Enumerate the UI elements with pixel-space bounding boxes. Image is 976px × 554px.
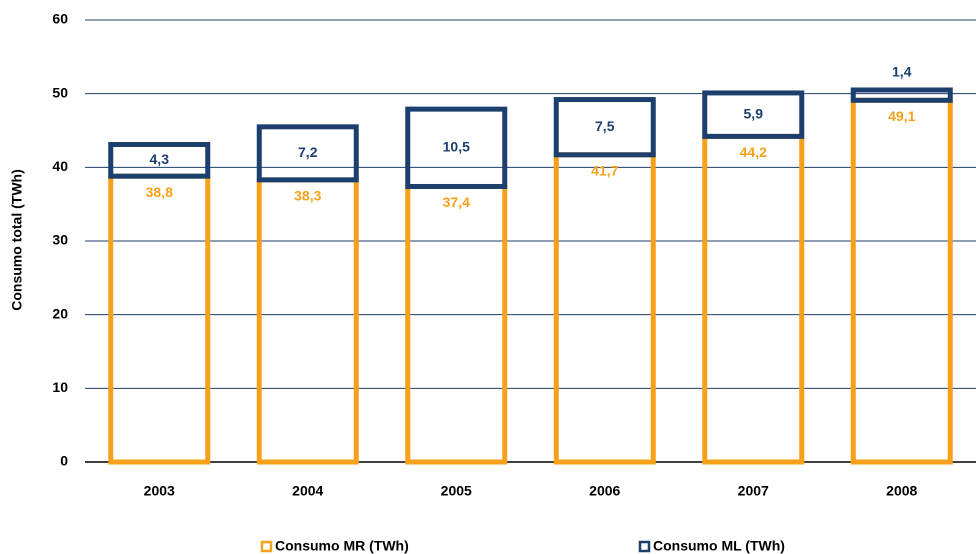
x-tick-label: 2007 xyxy=(738,483,769,499)
bar-segment xyxy=(256,177,359,465)
bar-segment xyxy=(850,87,953,103)
value-label: 38,3 xyxy=(294,188,321,204)
value-label: 10,5 xyxy=(443,139,470,155)
x-tick-label: 2003 xyxy=(144,483,175,499)
value-label: 7,2 xyxy=(298,144,318,160)
value-label: 38,8 xyxy=(146,184,173,200)
bar-segment xyxy=(256,124,359,183)
bar-segment xyxy=(405,106,508,189)
y-tick-label: 60 xyxy=(52,11,68,27)
bar-segment xyxy=(108,141,211,179)
value-label: 5,9 xyxy=(744,105,764,121)
y-axis-title: Consumo total (TWh) xyxy=(9,169,25,311)
value-label: 7,5 xyxy=(595,118,615,134)
y-tick-label: 0 xyxy=(60,453,68,469)
y-tick-label: 40 xyxy=(52,158,68,174)
y-tick-label: 50 xyxy=(52,84,68,100)
value-label: 49,1 xyxy=(888,108,915,124)
bar-segment xyxy=(553,152,656,465)
value-label: 37,4 xyxy=(443,194,470,210)
bar-segment xyxy=(405,183,508,465)
x-tick-label: 2008 xyxy=(886,483,917,499)
value-label: 1,4 xyxy=(892,64,912,80)
value-label: 41,7 xyxy=(591,163,618,179)
y-tick-label: 10 xyxy=(52,379,68,395)
y-tick-label: 30 xyxy=(52,232,68,248)
bar-segment xyxy=(850,97,953,465)
value-label: 4,3 xyxy=(150,151,170,167)
bar-segment xyxy=(553,97,656,158)
legend-swatch xyxy=(638,540,651,553)
bar-segment xyxy=(702,133,805,465)
y-tick-label: 20 xyxy=(52,305,68,321)
bar-segment xyxy=(702,90,805,139)
x-tick-label: 2006 xyxy=(589,483,620,499)
x-tick-label: 2004 xyxy=(292,483,323,499)
legend-label: Consumo MR (TWh) xyxy=(275,538,409,554)
legend-label: Consumo ML (TWh) xyxy=(653,538,785,554)
value-label: 44,2 xyxy=(740,144,767,160)
bar-segment xyxy=(108,173,211,465)
legend-swatch xyxy=(260,540,273,553)
x-tick-label: 2005 xyxy=(441,483,472,499)
